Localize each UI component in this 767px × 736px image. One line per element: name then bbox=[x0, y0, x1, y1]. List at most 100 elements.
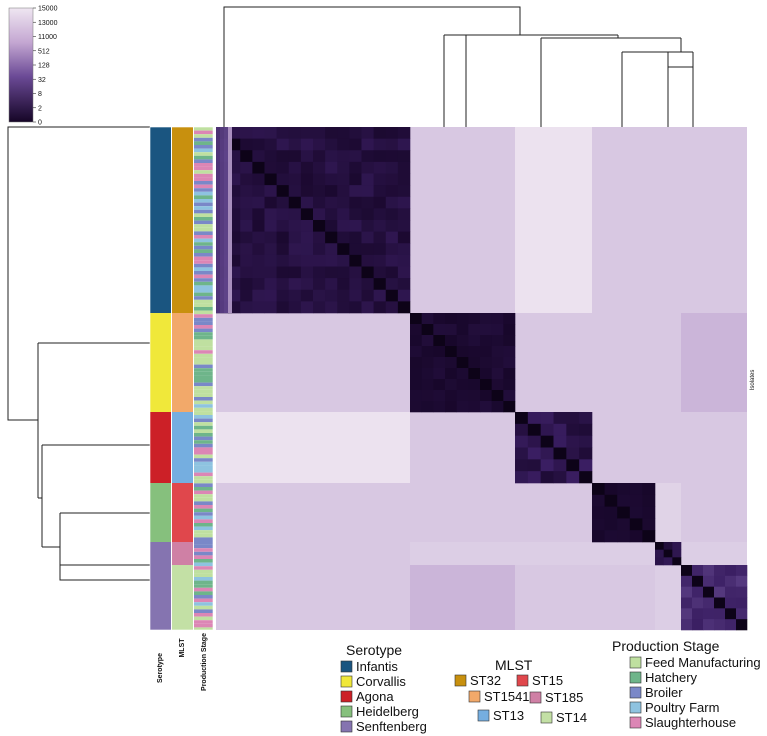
stage-track-stripe bbox=[194, 541, 213, 545]
heatmap-cell bbox=[361, 161, 374, 174]
heatmap-cell bbox=[361, 301, 374, 314]
heatmap-cell bbox=[349, 208, 362, 221]
heatmap-cell bbox=[503, 368, 516, 380]
heatmap-cell bbox=[313, 138, 326, 151]
heatmap-cell bbox=[445, 313, 457, 325]
heatmap-cell bbox=[397, 289, 411, 302]
heatmap-cell bbox=[672, 557, 682, 566]
heatmap-cell bbox=[736, 565, 748, 577]
heatmap-cell bbox=[579, 459, 593, 472]
heatmap-cell bbox=[617, 506, 631, 519]
stage-track-stripe bbox=[194, 425, 213, 430]
stage-track-stripe bbox=[194, 616, 213, 621]
heatmap-cell bbox=[228, 127, 241, 139]
serotype-track-segment bbox=[150, 542, 171, 565]
heatmap-cell bbox=[313, 127, 326, 139]
heatmap-cell bbox=[276, 266, 290, 279]
heatmap-cell bbox=[300, 266, 314, 279]
heatmap-cell bbox=[300, 161, 314, 174]
stage-track-stripe bbox=[194, 188, 213, 192]
stage-track-stripe bbox=[194, 397, 213, 401]
heatmap-cell bbox=[410, 357, 422, 369]
heatmap-cell bbox=[527, 459, 541, 472]
heatmap-cell bbox=[681, 619, 693, 631]
heatmap-cell bbox=[515, 435, 529, 448]
legend-stage-item-swatch bbox=[629, 716, 642, 729]
heatmap-cell bbox=[491, 379, 504, 391]
stage-track-stripe bbox=[194, 353, 213, 358]
track-label-serotype: Serotype bbox=[157, 653, 164, 683]
heatmap-cell bbox=[349, 150, 362, 163]
heatmap-cell bbox=[228, 173, 241, 186]
heatmap-cell bbox=[228, 150, 241, 163]
heatmap-cell bbox=[397, 243, 411, 256]
heatmap-cell bbox=[385, 138, 399, 151]
heatmap-cell bbox=[300, 196, 314, 209]
heatmap-cell bbox=[325, 231, 338, 244]
heatmap-cell bbox=[579, 412, 593, 425]
heatmap-cell bbox=[373, 173, 387, 186]
heatmap-cell bbox=[300, 289, 314, 302]
heatmap-cell bbox=[604, 518, 618, 531]
legend-mlst-item-label: ST1541 bbox=[484, 689, 530, 704]
legend-mlst-item-label: ST14 bbox=[556, 710, 587, 725]
heatmap-cell bbox=[288, 150, 302, 163]
heatmap-cell bbox=[252, 231, 265, 244]
heatmap-cell bbox=[527, 435, 541, 448]
heatmap-cell bbox=[433, 346, 446, 358]
stage-track-stripe bbox=[194, 429, 213, 433]
heatmap-cell bbox=[349, 231, 362, 244]
heatmap-block bbox=[410, 483, 515, 542]
heatmap-cell bbox=[491, 335, 504, 347]
heatmap-cell bbox=[703, 565, 715, 577]
heatmap-cell bbox=[456, 379, 469, 391]
stage-track-stripe bbox=[194, 512, 213, 516]
heatmap-cell bbox=[325, 150, 338, 163]
heatmap-cell bbox=[672, 542, 682, 550]
stage-track-stripe bbox=[194, 148, 213, 153]
heatmap-cell bbox=[228, 289, 241, 302]
stage-track-stripe bbox=[194, 310, 213, 315]
heatmap-cell bbox=[240, 266, 253, 279]
stage-track-stripe bbox=[194, 602, 213, 606]
heatmap-cell bbox=[240, 138, 253, 151]
stage-track-stripe bbox=[194, 440, 213, 444]
heatmap-cell bbox=[553, 447, 567, 460]
heatmap-cell bbox=[540, 412, 554, 425]
heatmap-cell bbox=[714, 565, 726, 577]
heatmap-cell bbox=[325, 243, 338, 256]
heatmap-cell bbox=[421, 368, 434, 380]
stage-track-stripe bbox=[194, 249, 213, 253]
heatmap-cell bbox=[385, 173, 399, 186]
heatmap-cell bbox=[325, 185, 338, 198]
heatmap-cell bbox=[491, 324, 504, 336]
heatmap-cell bbox=[228, 208, 241, 221]
heatmap-cell bbox=[288, 185, 302, 198]
heatmap-cell bbox=[349, 278, 362, 291]
mlst-track-segment bbox=[172, 313, 193, 412]
stage-track-stripe bbox=[194, 595, 213, 599]
heatmap-cell bbox=[714, 597, 726, 609]
heatmap-cell bbox=[252, 196, 265, 209]
heatmap-block bbox=[681, 483, 747, 542]
heatmap-cell bbox=[714, 619, 726, 631]
heatmap-cell bbox=[288, 301, 302, 314]
stage-track-stripe bbox=[194, 505, 213, 509]
heatmap-cell bbox=[527, 447, 541, 460]
heatmap-cell bbox=[456, 401, 469, 413]
heatmap-block bbox=[655, 412, 681, 483]
stage-track-stripe bbox=[194, 465, 213, 469]
heatmap-cell bbox=[692, 586, 704, 598]
stage-track-stripe bbox=[194, 375, 213, 379]
heatmap-cell bbox=[468, 379, 481, 391]
heatmap-cell bbox=[703, 597, 715, 609]
heatmap-cell bbox=[604, 483, 618, 496]
heatmap-cell bbox=[692, 597, 704, 609]
heatmap-block bbox=[681, 127, 747, 313]
stage-track-stripe bbox=[194, 195, 213, 199]
heatmap-cell bbox=[264, 220, 277, 232]
heatmap-cell bbox=[503, 335, 516, 347]
heatmap-block bbox=[681, 412, 747, 483]
heatmap-cell bbox=[373, 208, 387, 221]
legend-stage-item-swatch bbox=[629, 701, 642, 714]
